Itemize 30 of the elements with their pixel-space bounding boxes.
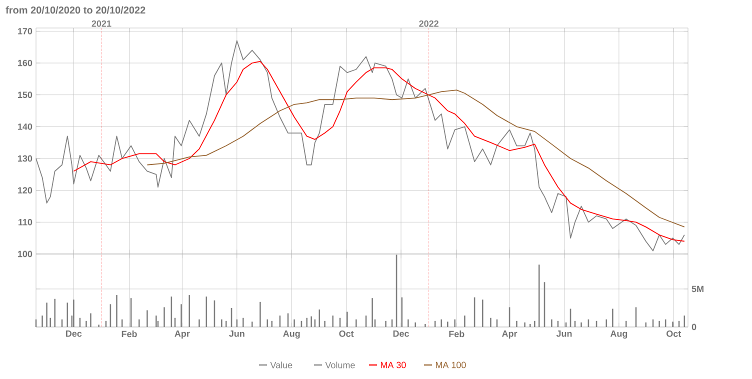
y-tick-label: 5M (692, 286, 704, 292)
x-tick-label: Apr (502, 330, 518, 339)
x-tick-label: Jun (229, 330, 244, 337)
x-tick-label: Oct (339, 330, 354, 337)
y-tick-label: 160 (18, 60, 32, 66)
legend-label: MA 100 (436, 362, 466, 368)
y-tick-label: 100 (18, 250, 32, 258)
y-tick-label: 130 (18, 155, 32, 162)
y-tick-label: 120 (18, 187, 32, 194)
x-tick-label: Oct (666, 330, 682, 337)
line-series (146, 90, 685, 228)
x-tick-label: Feb (449, 330, 464, 338)
chart-title: from 20/10/2020 to 20/10/2022 (6, 6, 146, 14)
x-tick-label: Dec (393, 330, 409, 337)
x-tick-label: Feb (122, 330, 137, 338)
x-tick-label: Dec (66, 330, 82, 337)
ref-line-label: 2021 (92, 20, 112, 27)
y-tick-label: 110 (18, 218, 32, 226)
legend-label: MA 30 (380, 362, 406, 368)
x-tick-label: Aug (283, 330, 300, 339)
y-tick-label: 0 (692, 324, 696, 330)
x-tick-label: Aug (610, 330, 628, 339)
x-tick-label: Jun (556, 330, 572, 337)
y-tick-label: 150 (18, 92, 32, 98)
legend-label: Value (270, 362, 292, 368)
y-tick-label: 140 (18, 123, 32, 130)
x-tick-label: Apr (174, 330, 190, 339)
text: Volume (325, 362, 355, 368)
y-tick-label: 170 (18, 28, 32, 34)
ref-line-label: 2022 (419, 20, 438, 27)
